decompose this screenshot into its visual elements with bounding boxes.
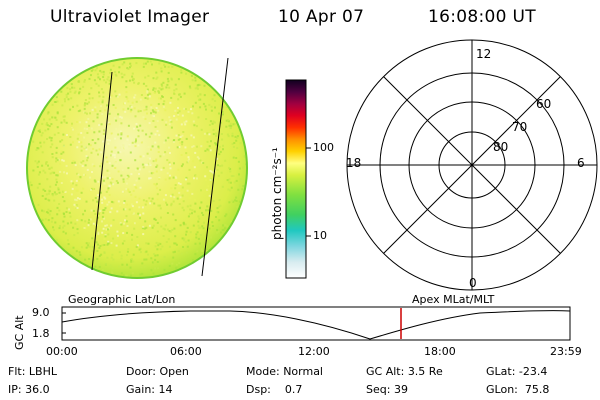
status-seq: Seq: 39: [366, 383, 408, 396]
timeline-left-title: Geographic Lat/Lon: [68, 293, 176, 306]
status-gc-alt: GC Alt: 3.5 Re: [366, 365, 443, 378]
status-gain: Gain: 14: [126, 383, 173, 396]
status-filter-label: Flt:: [8, 365, 26, 378]
status-ip: IP: 36.0: [8, 383, 50, 396]
colorbar-tick-100: 100: [313, 141, 334, 154]
x-tick-1800: 18:00: [424, 345, 456, 358]
terminator-line-right: [201, 57, 229, 277]
colorbar: [285, 79, 311, 279]
status-filter: Flt: LBHL: [8, 365, 57, 378]
timeline-right-title: Apex MLat/MLT: [412, 293, 495, 306]
status-glat-label: GLat:: [486, 365, 516, 378]
terminator-line-left: [91, 71, 113, 271]
lat-label-80: 80: [493, 140, 509, 154]
status-mode-label: Mode:: [246, 365, 280, 378]
status-glon-value: 75.8: [524, 383, 550, 396]
mlt-label-0: 0: [469, 276, 477, 290]
status-glat: GLat: -23.4: [486, 365, 547, 378]
status-dsp: Dsp: 0.7: [246, 383, 302, 396]
x-tick-2359: 23:59: [550, 345, 582, 358]
status-mode-value: Normal: [283, 365, 323, 378]
instrument-title: Ultraviolet Imager: [50, 7, 210, 27]
status-seq-value: 39: [393, 383, 408, 396]
polar-plot: [346, 39, 598, 291]
x-tick-1200: 12:00: [298, 345, 330, 358]
status-ip-label: IP:: [8, 383, 22, 396]
timeline-y-axis-label: GC Alt: [13, 315, 26, 350]
y-tick-9: 9.0: [32, 306, 50, 319]
status-dsp-value: 0.7: [284, 383, 303, 396]
status-glon-label: GLon:: [486, 383, 518, 396]
status-glon: GLon: 75.8: [486, 383, 549, 396]
time-label: 16:08:00 UT: [428, 7, 536, 27]
status-door-label: Door:: [126, 365, 156, 378]
status-door: Door: Open: [126, 365, 189, 378]
status-dsp-label: Dsp:: [246, 383, 271, 396]
mlt-label-12: 12: [476, 47, 492, 61]
status-ip-value: 36.0: [25, 383, 50, 396]
lat-label-70: 70: [512, 120, 528, 134]
status-glat-value: -23.4: [518, 365, 548, 378]
date-label: 10 Apr 07: [278, 7, 365, 27]
x-tick-0600: 06:00: [170, 345, 202, 358]
altitude-curve: [61, 310, 571, 340]
status-seq-label: Seq:: [366, 383, 391, 396]
status-door-value: Open: [159, 365, 189, 378]
lat-label-60: 60: [536, 97, 552, 111]
status-mode: Mode: Normal: [246, 365, 323, 378]
colorbar-unit-label: photon cm⁻²s⁻¹: [270, 147, 284, 240]
status-gc-alt-label: GC Alt:: [366, 365, 405, 378]
colorbar-tick-10: 10: [313, 229, 327, 242]
mlt-label-18: 18: [346, 156, 362, 170]
timeline-plot: [61, 306, 571, 341]
x-tick-0000: 00:00: [46, 345, 78, 358]
mlt-label-6: 6: [577, 156, 585, 170]
status-gain-value: 14: [158, 383, 173, 396]
status-gain-label: Gain:: [126, 383, 155, 396]
uv-disk-image: [26, 57, 248, 279]
status-gc-alt-value: 3.5 Re: [407, 365, 443, 378]
status-filter-value: LBHL: [28, 365, 57, 378]
y-tick-1-8: 1.8: [32, 327, 50, 340]
